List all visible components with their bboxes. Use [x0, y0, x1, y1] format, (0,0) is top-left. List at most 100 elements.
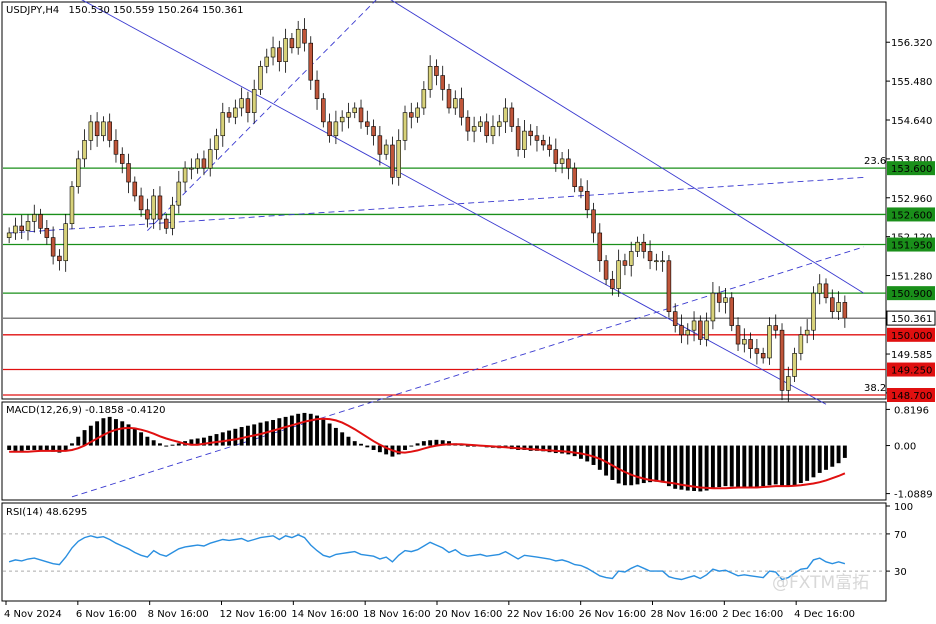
- macd-bar: [591, 445, 596, 465]
- trend-line: [147, 0, 377, 231]
- candle-body: [145, 209, 150, 220]
- macd-bar: [560, 445, 565, 454]
- macd-bar: [535, 445, 539, 451]
- candle-body: [446, 89, 452, 109]
- rsi-tick-label: 30: [894, 567, 907, 578]
- macd-bar: [773, 445, 778, 485]
- candle-body: [302, 28, 307, 44]
- candle-body: [138, 195, 144, 211]
- candle-body: [679, 325, 684, 336]
- level-badge: [887, 237, 935, 252]
- macd-bar: [830, 445, 835, 467]
- candle-body: [119, 153, 125, 164]
- level-label: 148.700: [891, 391, 932, 402]
- level-label: 151.950: [891, 241, 932, 252]
- candle-body: [76, 158, 81, 187]
- candle-body: [270, 47, 276, 58]
- candle-body: [333, 121, 339, 137]
- candle-body: [748, 339, 753, 350]
- macd-bar: [82, 430, 87, 446]
- macd-bar: [597, 445, 602, 470]
- candle-body: [434, 65, 439, 76]
- candle-body: [660, 260, 665, 263]
- candle-body: [509, 107, 515, 127]
- macd-bar: [189, 439, 194, 446]
- time-tick-label: 6 Nov 16:00: [76, 609, 137, 620]
- time-axis: 4 Nov 2024 6 Nov 16:00 8 Nov 16:00 12 Nov 1…: [4, 601, 855, 620]
- candle-body: [559, 158, 565, 164]
- rsi-tick-label: 100: [894, 502, 913, 513]
- macd-bar: [396, 445, 401, 455]
- candle-body: [716, 292, 722, 303]
- candle-body: [264, 56, 270, 67]
- macd-bar: [70, 443, 74, 446]
- time-tick-label: 4 Nov 2024: [4, 609, 62, 620]
- macd-bar: [340, 432, 345, 446]
- macd-bar: [120, 421, 125, 446]
- candle-body: [321, 98, 326, 123]
- candle-body: [365, 121, 370, 127]
- time-tick-label: 4 Dec 16:00: [794, 609, 855, 620]
- candle-body: [704, 320, 709, 340]
- chart-title: USDJPY,H4 150.530 150.559 150.264 150.36…: [6, 5, 243, 16]
- candle-body: [163, 218, 169, 229]
- macd-bar: [786, 445, 791, 488]
- macd-bar: [754, 445, 759, 488]
- macd-bar: [842, 445, 847, 458]
- macd-bar: [729, 445, 734, 487]
- macd-bar: [585, 445, 590, 462]
- candle-body: [226, 112, 232, 118]
- candle-body: [603, 260, 609, 280]
- macd-bar: [220, 432, 225, 446]
- candle-body: [352, 107, 357, 113]
- macd-bar: [761, 445, 766, 487]
- candle-body: [44, 228, 50, 238]
- macd-bar: [164, 445, 169, 447]
- level-badge: [887, 161, 935, 176]
- macd-bar: [139, 432, 144, 446]
- candle-body: [742, 339, 747, 345]
- candle-body: [622, 260, 628, 266]
- time-tick-label: 12 Nov 16:00: [220, 609, 287, 620]
- candle-body: [189, 167, 194, 170]
- macd-bar: [811, 445, 816, 478]
- macd-bar: [26, 445, 30, 450]
- trend-line: [9, 176, 864, 234]
- price-tick-label: 153.800: [891, 155, 932, 166]
- candle-body: [760, 353, 766, 359]
- candles: [6, 18, 848, 402]
- macd-bar: [409, 445, 414, 447]
- macd-tick-label: 0.8196: [894, 405, 929, 416]
- candle-body: [239, 98, 244, 109]
- macd-bar: [283, 416, 288, 446]
- macd-tick-label: -1.0889: [894, 490, 933, 501]
- candle-body: [773, 325, 778, 331]
- price-tick-label: 155.480: [891, 77, 932, 88]
- candle-body: [277, 47, 282, 62]
- candle-body: [729, 297, 735, 326]
- candle-body: [377, 135, 383, 155]
- ohlc-label: 150.530 150.559 150.264 150.361: [68, 5, 243, 16]
- macd-bar: [685, 445, 690, 491]
- macd-bar: [748, 445, 753, 488]
- macd-bar: [302, 412, 307, 446]
- candle-body: [779, 329, 785, 391]
- macd-bar: [44, 445, 49, 451]
- macd-bar: [805, 445, 810, 481]
- macd-tick-label: 0.00: [894, 442, 916, 453]
- candle-body: [641, 241, 647, 252]
- candle-body: [151, 195, 156, 220]
- candle-body: [113, 140, 119, 155]
- candle-body: [798, 334, 804, 354]
- candle-body: [427, 65, 433, 90]
- macd-bar: [264, 421, 269, 446]
- candle-body: [390, 144, 395, 178]
- macd-bar: [233, 428, 238, 446]
- level-label: 150.000: [891, 331, 932, 342]
- candle-body: [327, 121, 332, 137]
- candle-body: [214, 135, 219, 150]
- candle-body: [63, 223, 68, 262]
- macd-bar: [610, 445, 615, 480]
- candle-body: [566, 158, 571, 169]
- candle-body: [540, 140, 546, 146]
